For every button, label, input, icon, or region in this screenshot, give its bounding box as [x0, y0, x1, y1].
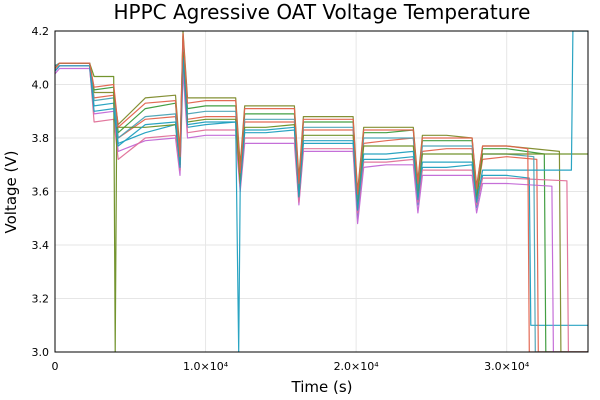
grid [54, 30, 588, 353]
series-line-9 [55, 31, 588, 352]
y-tick-label: 3.4 [32, 239, 50, 252]
x-tick-label: 2.0×10⁴ [334, 360, 380, 373]
y-axis-label: Voltage (V) [2, 151, 20, 234]
plot-frame [54, 30, 589, 353]
x-axis-label: Time (s) [291, 378, 353, 396]
y-tick-label: 3.8 [32, 132, 50, 145]
x-tick-label: 1.0×10⁴ [183, 360, 229, 373]
series-line-8 [55, 51, 588, 352]
series-line-2 [55, 43, 588, 352]
y-tick-label: 3.6 [32, 186, 50, 199]
y-tick-label: 3.0 [32, 346, 50, 359]
y-axis-ticks: 3.0 3.2 3.4 3.6 3.8 4.0 4.2 [32, 25, 50, 359]
x-tick-label: 0 [52, 360, 59, 373]
series-line-4 [55, 67, 588, 352]
series-line-6 [55, 62, 588, 352]
series-line-7 [55, 41, 588, 352]
x-tick-label: 3.0×10⁴ [484, 360, 530, 373]
x-axis-ticks: 0 1.0×10⁴ 2.0×10⁴ 3.0×10⁴ [52, 360, 530, 373]
series-group [55, 31, 588, 352]
y-tick-label: 4.0 [32, 79, 50, 92]
series-line-3 [55, 35, 588, 352]
series-line-10 [55, 33, 588, 352]
chart-title: HPPC Agressive OAT Voltage Temperature [113, 0, 530, 24]
y-tick-label: 3.2 [32, 293, 50, 306]
y-tick-label: 4.2 [32, 25, 50, 38]
